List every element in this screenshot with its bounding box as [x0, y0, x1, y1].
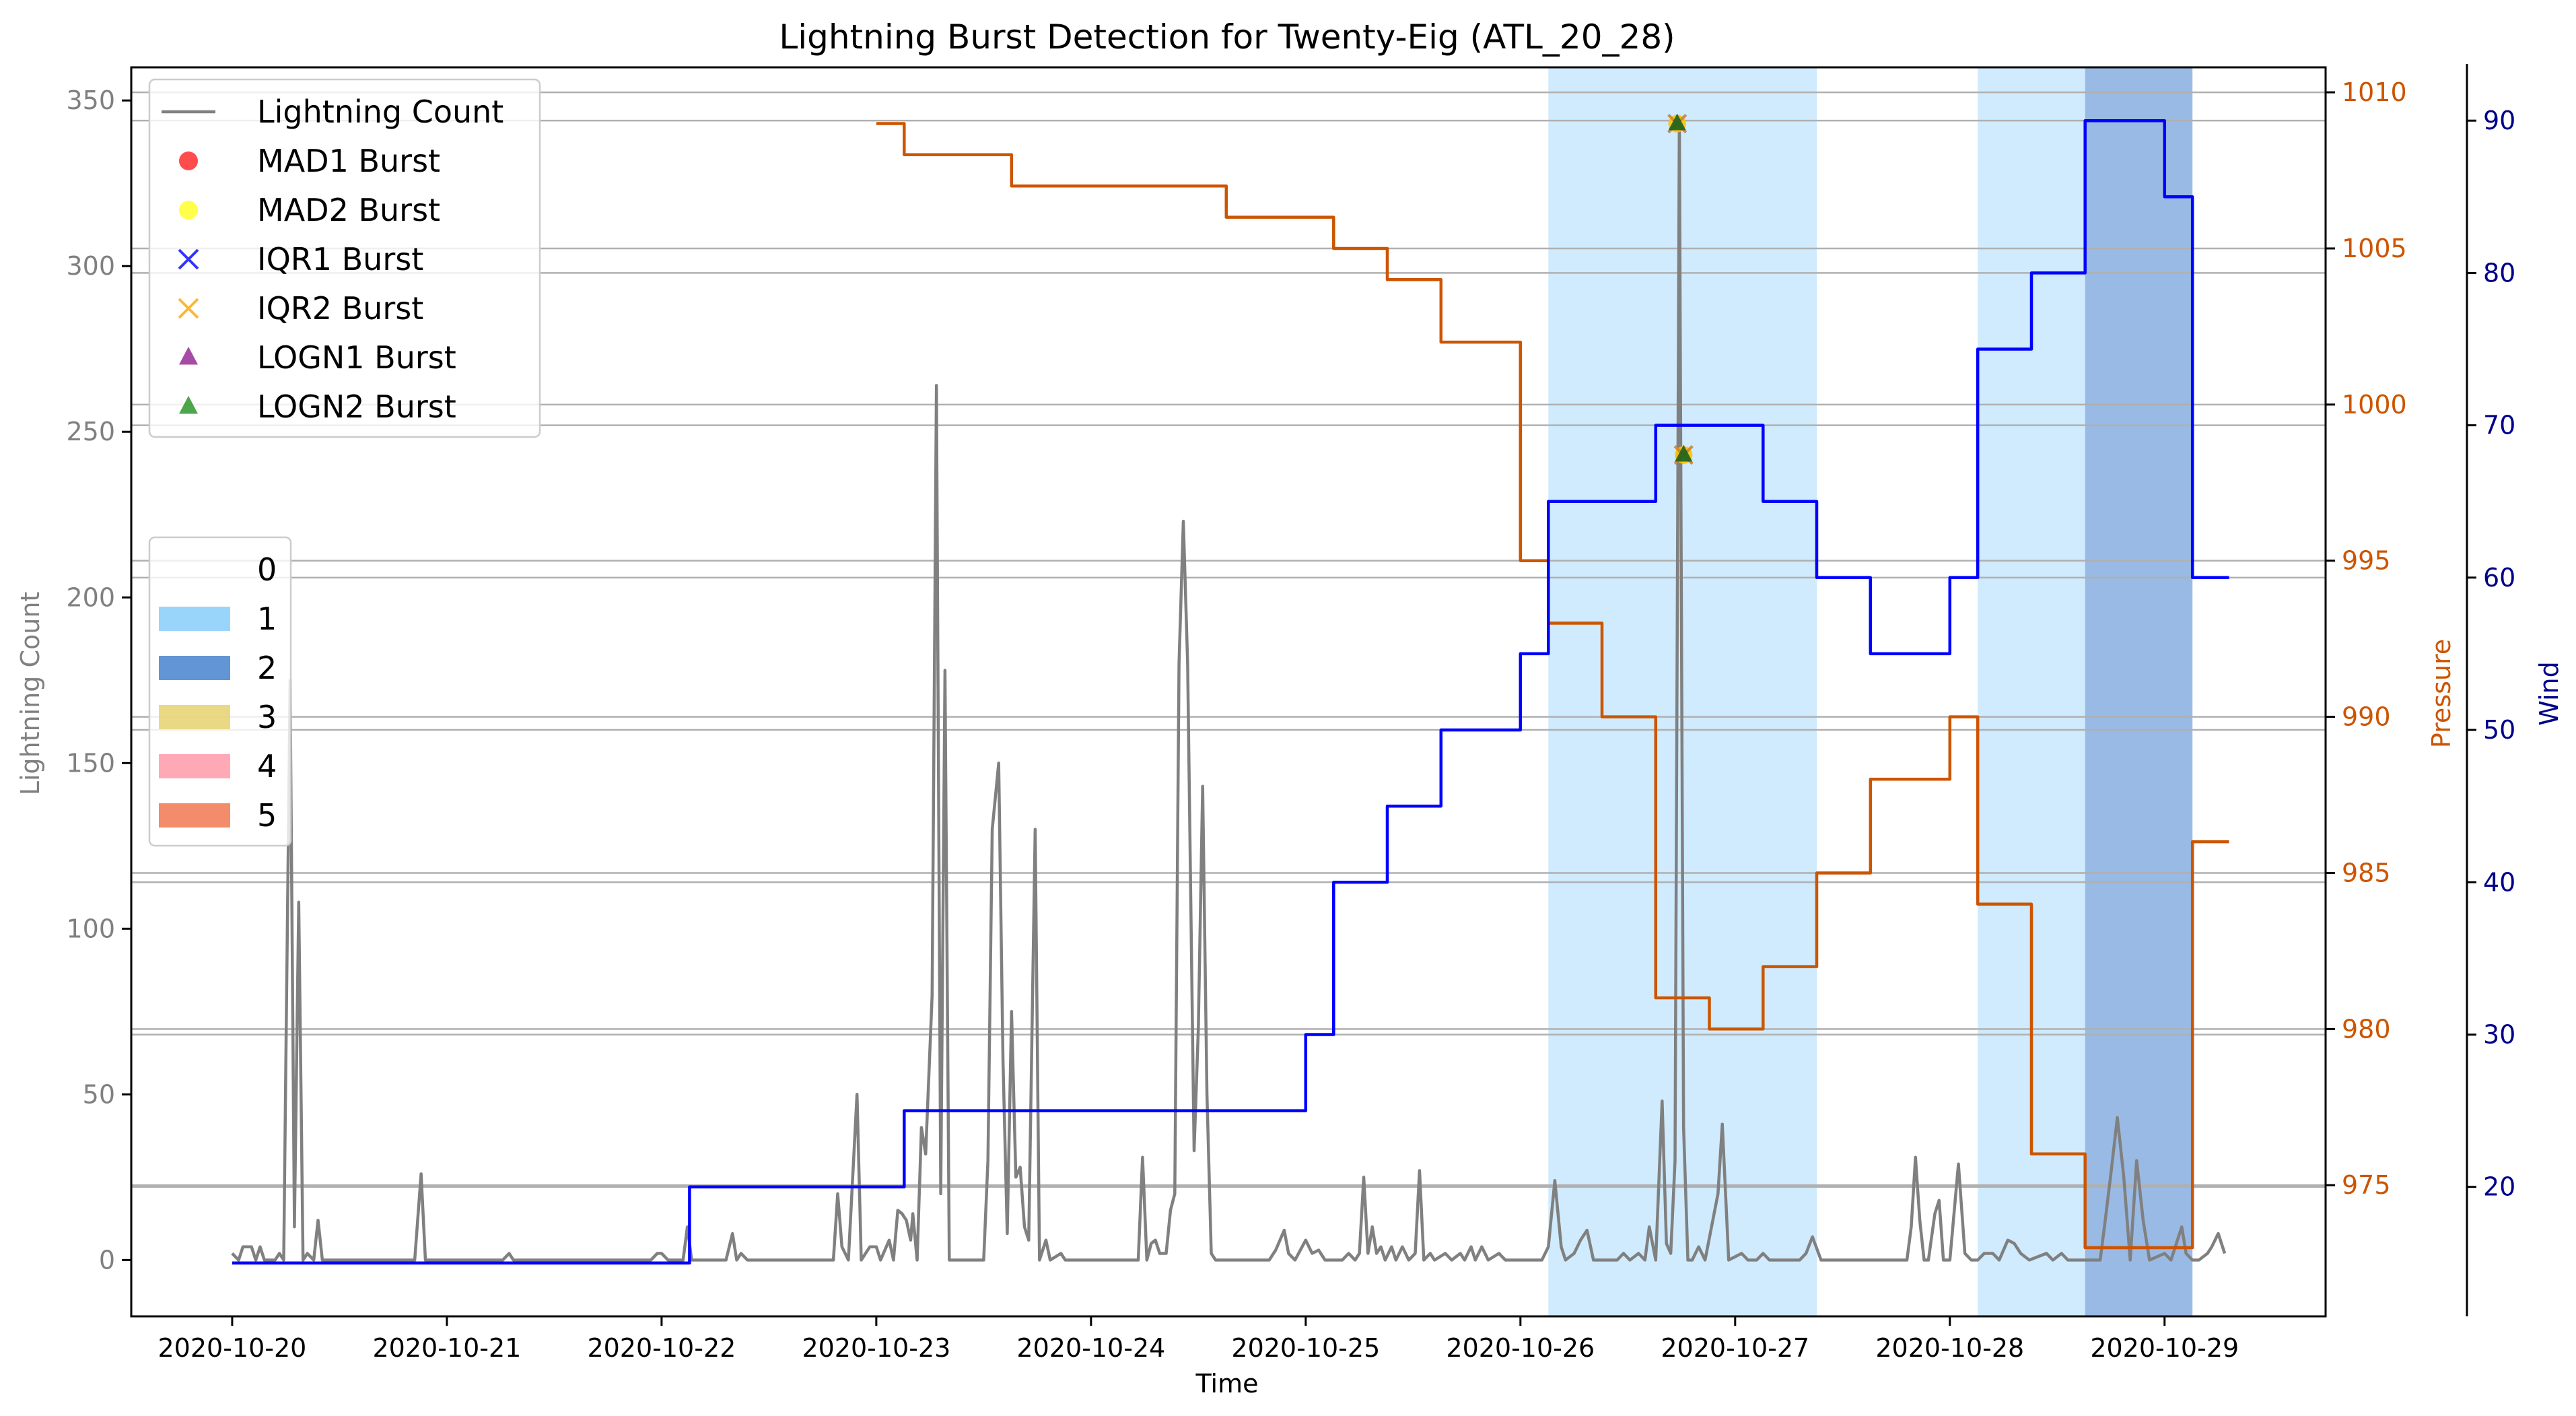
legend-handle-logn1-burst — [179, 346, 198, 365]
pressure-tick-label-985: 985 — [2342, 858, 2391, 887]
lightning-tick-label-100: 100 — [66, 914, 115, 943]
legend-label-mad2-burst: MAD2 Burst — [257, 192, 440, 228]
wind-tick-label-70: 70 — [2483, 411, 2515, 440]
x-axis-ticks: 2020-10-20 2020-10-21 2020-10-22 2020-10-23… — [158, 1316, 2239, 1363]
legend-label-category-4: 4 — [257, 748, 277, 784]
wind-tick-label-30: 30 — [2483, 1019, 2515, 1049]
lightning-tick-label-350: 350 — [66, 86, 115, 115]
wind-tick-label-80: 80 — [2483, 258, 2515, 288]
pressure-tick-label-980: 980 — [2342, 1014, 2391, 1044]
wind-tick-label-90: 90 — [2483, 106, 2515, 135]
x-tick-label-4: 2020-10-24 — [1016, 1333, 1165, 1363]
pressure-tick-label-1010: 1010 — [2342, 77, 2407, 107]
x-tick-label-8: 2020-10-28 — [1875, 1333, 2024, 1363]
legend-swatch-category-0 — [159, 558, 230, 582]
legend-label-category-2: 2 — [257, 650, 277, 686]
pressure-axis-label: Pressure — [2427, 639, 2456, 748]
category-span-2-2 — [2085, 67, 2193, 1316]
burst-marker-logn2-burst-1 — [1675, 444, 1693, 462]
legend-label-category-0: 0 — [257, 551, 277, 588]
legend-label-iqr2-burst: IQR2 Burst — [257, 290, 423, 327]
legend-handle-iqr2-burst — [178, 298, 199, 319]
legend-swatch-category-1 — [159, 607, 230, 631]
lightning-tick-label-300: 300 — [66, 251, 115, 281]
burst-marker-logn2-burst-0 — [1668, 113, 1686, 131]
wind-tick-label-60: 60 — [2483, 563, 2515, 593]
lightning-axis-ticks: 0 50 100 150 200 250 300 350 — [66, 86, 131, 1275]
wind-tick-label-40: 40 — [2483, 867, 2515, 897]
x-tick-label-1: 2020-10-21 — [372, 1333, 521, 1363]
pressure-tick-label-995: 995 — [2342, 546, 2391, 576]
x-tick-label-7: 2020-10-27 — [1661, 1333, 1809, 1363]
legend-label-lightning-count: Lightning Count — [257, 94, 503, 130]
pressure-tick-label-1005: 1005 — [2342, 234, 2407, 263]
x-tick-label-0: 2020-10-20 — [158, 1333, 306, 1363]
legend-handle-mad1-burst — [179, 151, 198, 170]
lightning-tick-label-50: 50 — [83, 1079, 115, 1109]
legend-top-left: Lightning Count MAD1 Burst MAD2 Burst IQR1 … — [148, 78, 541, 438]
lightning-tick-label-200: 200 — [66, 582, 115, 612]
legend-swatch-category-3 — [159, 705, 230, 729]
legend-categories: 0 1 2 3 4 5 — [148, 536, 292, 847]
wind-tick-label-20: 20 — [2483, 1172, 2515, 1202]
legend-label-category-1: 1 — [257, 601, 277, 637]
legend-handle-mad2-burst — [179, 201, 198, 220]
legend-swatch-category-2 — [159, 656, 230, 680]
pressure-tick-label-990: 990 — [2342, 702, 2391, 732]
lightning-tick-label-0: 0 — [99, 1245, 115, 1275]
x-tick-label-9: 2020-10-29 — [2090, 1333, 2239, 1363]
series-layer — [231, 115, 2229, 1265]
x-tick-label-2: 2020-10-22 — [587, 1333, 736, 1363]
chart-title: Lightning Burst Detection for Twenty-Eig… — [779, 18, 1675, 57]
legend-label-mad1-burst: MAD1 Burst — [257, 143, 440, 179]
plot-frame — [130, 66, 2327, 1318]
legend-handle-logn2-burst — [179, 395, 198, 414]
series-line-pressure — [876, 122, 2229, 1250]
x-tick-label-5: 2020-10-25 — [1231, 1333, 1380, 1363]
series-line-lightning-count — [231, 115, 2227, 1262]
pressure-tick-label-1000: 1000 — [2342, 390, 2407, 419]
pressure-tick-label-975: 975 — [2342, 1170, 2391, 1200]
legend-handle-iqr1-burst — [178, 248, 199, 270]
burst-markers — [1667, 113, 1694, 465]
legend-top-left-box — [148, 78, 541, 438]
pressure-axis-ticks: 975 980 985 990 995 1000 1005 1010 — [2326, 77, 2407, 1200]
legend-label-category-3: 3 — [257, 699, 277, 735]
legend-swatch-category-4 — [159, 754, 230, 778]
x-tick-label-6: 2020-10-26 — [1446, 1333, 1595, 1363]
wind-tick-label-50: 50 — [2483, 715, 2515, 745]
legend-label-iqr1-burst: IQR1 Burst — [257, 241, 423, 277]
legend-label-category-5: 5 — [257, 797, 277, 834]
x-axis-label: Time — [1195, 1369, 1259, 1398]
lightning-tick-label-250: 250 — [66, 417, 115, 446]
wind-axis-ticks: 20 30 40 50 60 70 80 90 — [2467, 106, 2515, 1202]
x-tick-label-3: 2020-10-23 — [802, 1333, 950, 1363]
series-line-wind — [232, 119, 2229, 1265]
lightning-tick-label-150: 150 — [66, 748, 115, 778]
lightning-axis-label: Lightning Count — [15, 592, 45, 796]
legend-label-logn1-burst: LOGN1 Burst — [257, 339, 456, 376]
legend-label-logn2-burst: LOGN2 Burst — [257, 389, 456, 425]
legend-swatch-category-5 — [159, 803, 230, 828]
wind-axis-label: Wind — [2534, 661, 2564, 726]
